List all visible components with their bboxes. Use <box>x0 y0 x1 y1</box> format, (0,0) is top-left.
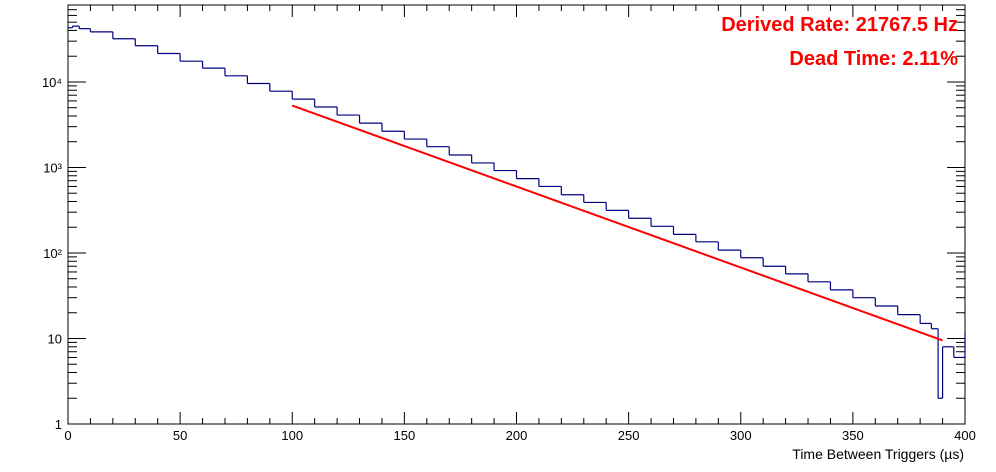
histogram-series <box>68 25 966 399</box>
derived-rate-annotation: Derived Rate: 21767.5 Hz <box>721 14 958 36</box>
x-tick-label: 400 <box>954 428 976 443</box>
y-tick-label: 1 <box>55 417 62 432</box>
x-tick-label: 100 <box>281 428 303 443</box>
y-tick-label: 10⁴ <box>42 75 62 90</box>
y-tick-label: 10² <box>43 246 62 261</box>
x-tick-label: 50 <box>173 428 187 443</box>
y-tick-label: 10 <box>48 331 62 346</box>
x-tick-label: 250 <box>618 428 640 443</box>
y-tick-label: 10³ <box>43 160 62 175</box>
axis-ticks: 0 50 100 150 200 250 300 350 400 1 10 10² 10³ 10⁴ <box>42 5 976 443</box>
x-tick-label: 200 <box>506 428 528 443</box>
dead-time-annotation: Dead Time: 2.11% <box>789 48 958 70</box>
x-tick-label: 0 <box>64 428 71 443</box>
fit-series <box>291 104 943 342</box>
x-tick-label: 150 <box>394 428 416 443</box>
fit-line <box>291 104 943 342</box>
x-tick-label: 300 <box>730 428 752 443</box>
x-axis-label: Time Between Triggers (µs) <box>792 446 964 462</box>
x-tick-label: 350 <box>842 428 864 443</box>
